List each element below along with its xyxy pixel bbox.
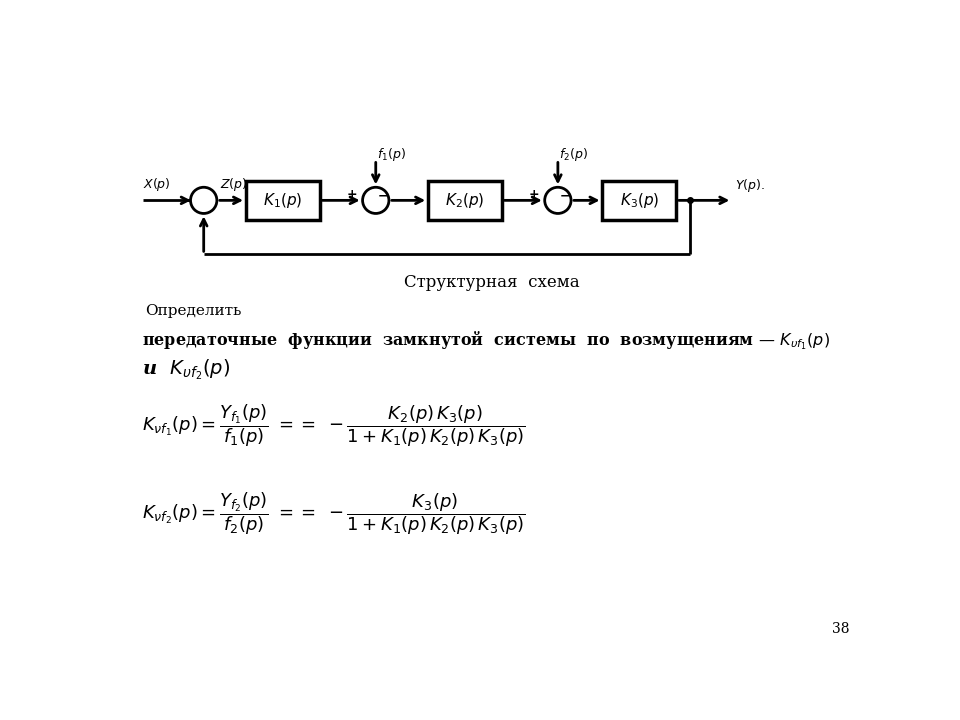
Text: $X(p)$: $X(p)$ <box>143 176 171 193</box>
Circle shape <box>544 187 571 213</box>
Text: +: + <box>192 190 203 203</box>
Text: $K_{\nu f_1}(p) = \dfrac{Y_{f_1}(p)}{f_1(p)}\ ==\ -\dfrac{K_2(p)\,K_3(p)}{1 + K_: $K_{\nu f_1}(p) = \dfrac{Y_{f_1}(p)}{f_1… <box>142 402 525 449</box>
Text: $K_2(p)$: $K_2(p)$ <box>445 191 485 210</box>
Circle shape <box>190 187 217 213</box>
Text: $K_{\nu f_2}(p) = \dfrac{Y_{f_2}(p)}{f_2(p)}\ ==\ -\dfrac{K_3(p)}{1 + K_1(p)\,K_: $K_{\nu f_2}(p) = \dfrac{Y_{f_2}(p)}{f_2… <box>142 490 525 537</box>
Text: +: + <box>347 188 357 201</box>
Text: передаточные  функции  замкнутой  системы  по  возмущениям — $\mathit{K}_{\upsil: передаточные функции замкнутой системы п… <box>142 329 829 352</box>
Text: $Z(p)$: $Z(p)$ <box>220 176 248 194</box>
Text: +: + <box>529 188 540 201</box>
Text: $f_1(p)$: $f_1(p)$ <box>377 145 406 163</box>
Circle shape <box>363 187 389 213</box>
Text: −: − <box>377 189 388 202</box>
Text: Определить: Определить <box>145 305 241 318</box>
FancyBboxPatch shape <box>246 181 320 220</box>
Text: $K_1(p)$: $K_1(p)$ <box>263 191 302 210</box>
Text: Структурная  схема: Структурная схема <box>404 274 580 292</box>
FancyBboxPatch shape <box>428 181 502 220</box>
Text: $f_2(p)$: $f_2(p)$ <box>560 145 588 163</box>
Text: −: − <box>192 197 204 211</box>
FancyBboxPatch shape <box>603 181 676 220</box>
Text: и  $\mathit{K}_{\upsilon f_2}(p)$: и $\mathit{K}_{\upsilon f_2}(p)$ <box>142 357 229 382</box>
Text: 38: 38 <box>832 622 850 636</box>
Text: $Y(p).$: $Y(p).$ <box>734 177 764 194</box>
Text: $K_3(p)$: $K_3(p)$ <box>619 191 659 210</box>
Text: −: − <box>560 189 570 202</box>
